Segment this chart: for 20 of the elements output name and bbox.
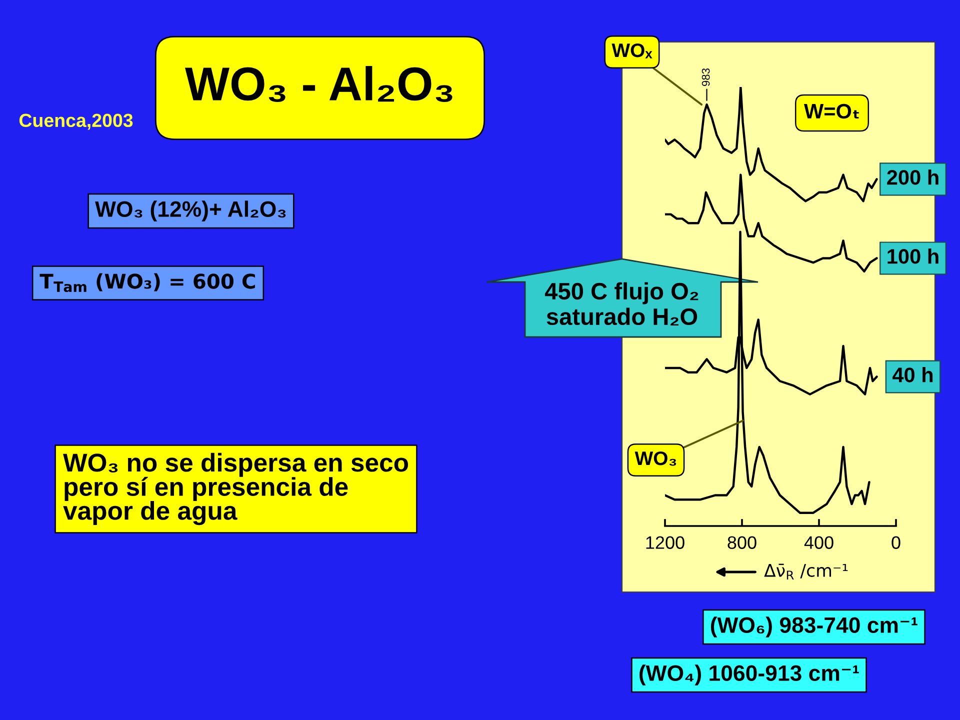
text: T$_{Tam}$ (WO₃) = 600 C bbox=[40, 273, 255, 292]
series-label: 100 h bbox=[888, 248, 938, 264]
chart-title: WO₃ - Al₂O₃ bbox=[184, 66, 452, 102]
annotation: 450 C flujo O₂ saturado H₂O bbox=[544, 282, 698, 326]
x-axis-title: Δν̄$_{R}$ /cm⁻¹ bbox=[764, 564, 848, 580]
text: WO₃ no se dispersa en seco pero sí en presencia de vapor de agua bbox=[63, 452, 408, 526]
text: (WO₆) 983-740 cm⁻¹ bbox=[710, 616, 918, 638]
text: Cuenca,2003 bbox=[19, 114, 133, 130]
x-tick-label: 800 bbox=[728, 536, 756, 549]
text: WO₃ (12%)+ Al₂O₃ bbox=[95, 200, 286, 222]
x-tick-label: 0 bbox=[892, 536, 900, 549]
series-label: 40 h bbox=[892, 367, 933, 382]
series-label: 200 h bbox=[887, 169, 938, 185]
annotation: WOₓ bbox=[612, 43, 652, 58]
x-tick-label: 400 bbox=[804, 536, 834, 549]
text: (WO₄) 1060-913 cm⁻¹ bbox=[640, 664, 859, 686]
annotation: W=Oₜ bbox=[804, 104, 859, 119]
x-tick-label: 1200 bbox=[646, 536, 684, 549]
annotation: 983 bbox=[702, 68, 710, 86]
annotation: WO₃ bbox=[634, 451, 676, 466]
